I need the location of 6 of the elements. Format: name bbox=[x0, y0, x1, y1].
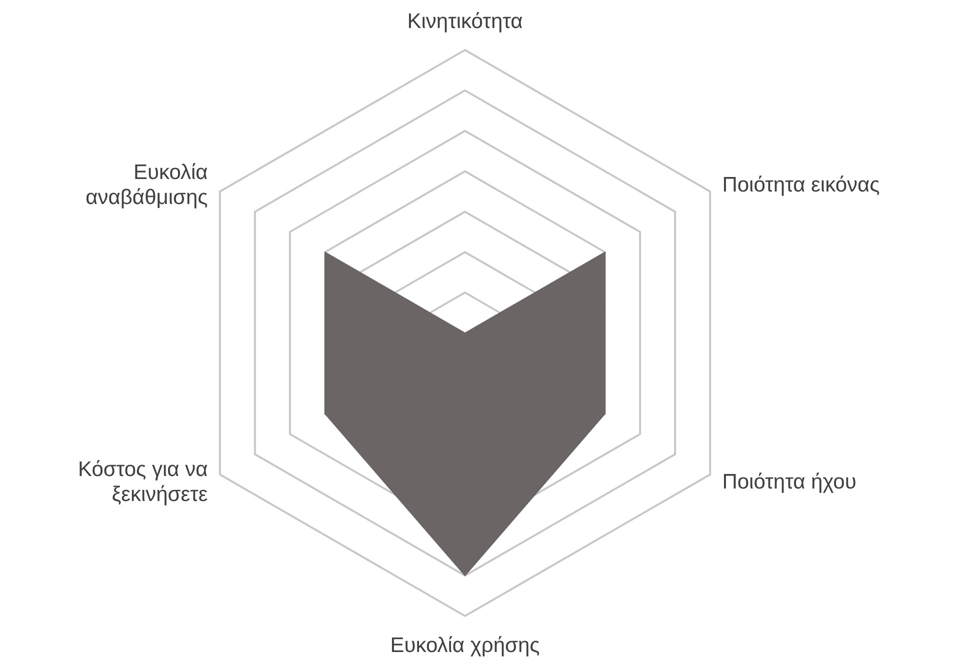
spoke-label: Κόστος για να ξεκινήσετε bbox=[78, 458, 208, 506]
spoke-label: Κινητικότητα bbox=[407, 10, 523, 33]
spoke-label: Ποιότητα εικόνας bbox=[722, 174, 880, 196]
spoke-label: Ευκολία αναβάθμισης bbox=[86, 161, 208, 209]
spoke-label: Ποιότητα ήχου bbox=[722, 470, 856, 494]
spoke-label: Ευκολία χρήσης bbox=[390, 634, 540, 657]
